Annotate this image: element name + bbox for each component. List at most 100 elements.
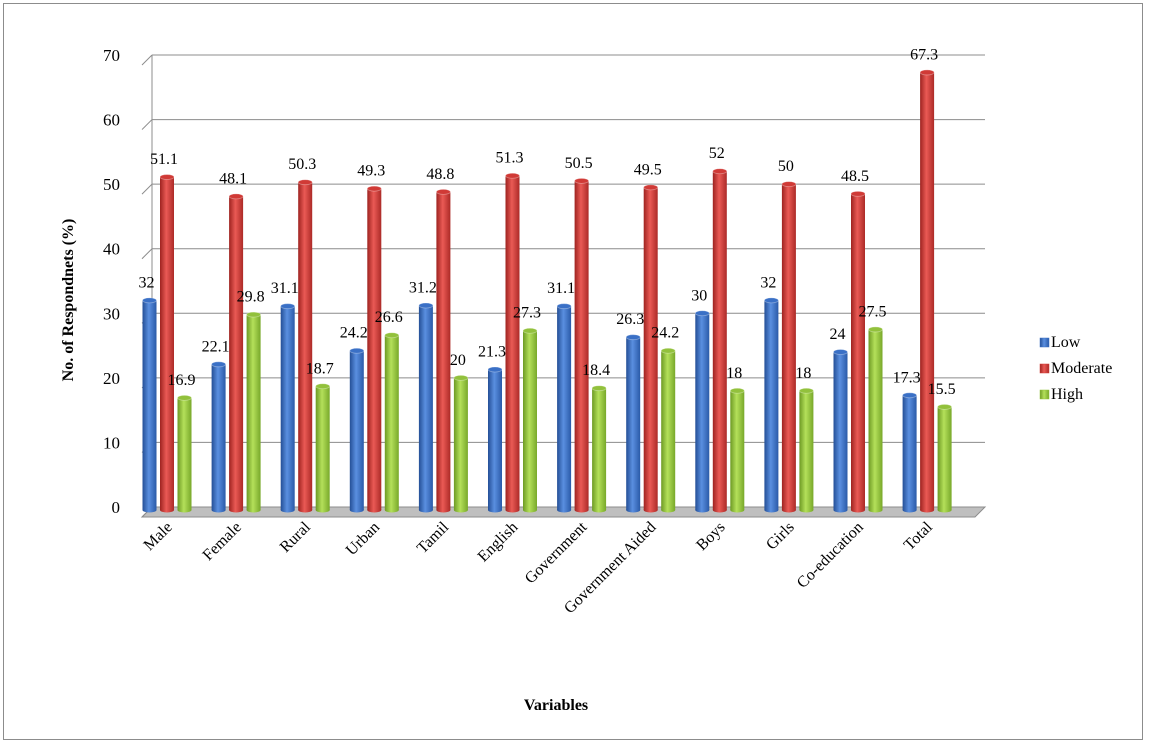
bar-body (695, 313, 710, 510)
legend-swatch-moderate (1039, 363, 1050, 374)
legend-swatch-high (1039, 389, 1050, 400)
bar-base (384, 507, 399, 513)
bar-cap (297, 179, 313, 186)
bar-body (229, 196, 244, 510)
y-tick-label: 20 (103, 369, 120, 388)
bar-cap (902, 392, 917, 399)
bar-body (592, 388, 607, 510)
bar-high-government (591, 385, 607, 513)
legend-label-moderate: Moderate (1051, 360, 1112, 377)
bar-high-male (177, 394, 192, 513)
bar-base (505, 507, 520, 513)
bar-high-english (522, 327, 538, 513)
data-label: 52 (709, 145, 725, 162)
data-label: 50.5 (565, 155, 593, 172)
bar-low-tamil (418, 302, 434, 513)
bar-body (315, 386, 330, 510)
bar-body (730, 390, 745, 510)
x-tick-label: Co-education (794, 519, 867, 592)
bar-moderate-co-education (850, 190, 866, 513)
bar-base (764, 507, 779, 513)
data-label: 30 (691, 287, 707, 304)
data-label: 27.3 (513, 305, 541, 322)
bar-base (661, 507, 676, 513)
data-label: 49.3 (357, 163, 385, 180)
data-label: 16.9 (168, 372, 196, 389)
bar-cap (453, 374, 469, 381)
bar-body (902, 395, 917, 510)
bar-high-girls (799, 387, 814, 513)
bar-low-total (902, 392, 917, 513)
bar-cap (799, 387, 814, 394)
bar-base (781, 507, 796, 513)
bar-cap (435, 188, 451, 195)
data-label: 24 (830, 326, 846, 343)
bar-low-co-education (833, 349, 848, 513)
bar-cap (764, 297, 779, 304)
bar-moderate-girls (781, 181, 797, 513)
bar-base (730, 507, 745, 513)
data-label: 48.8 (426, 166, 454, 183)
bars (142, 69, 952, 513)
bar-high-co-education (868, 326, 883, 513)
bar-base (937, 507, 952, 513)
bar-cap (868, 326, 883, 333)
bar-base (315, 507, 330, 513)
bar-low-rural (280, 303, 296, 513)
bar-body (436, 191, 451, 511)
bar-body (211, 364, 226, 510)
bar-base (436, 507, 451, 513)
x-tick-label: Girls (763, 519, 798, 554)
bar-cap (712, 168, 728, 175)
bar-body (142, 300, 157, 510)
x-tick-label: Government (522, 518, 591, 587)
bar-body (661, 350, 676, 510)
bar-cap (591, 385, 607, 392)
data-label: 32 (760, 274, 776, 291)
bar-cap (366, 185, 382, 192)
bar-body (557, 306, 572, 510)
bar-body (799, 390, 814, 510)
y-tick-label: 70 (103, 46, 120, 65)
bar-cap (280, 303, 296, 310)
bar-base (229, 507, 244, 513)
data-label: 21.3 (478, 343, 506, 360)
bar-body (505, 175, 520, 510)
bar-cap (729, 387, 745, 394)
x-tick-label: English (475, 519, 522, 566)
bar-base (246, 507, 261, 513)
data-label: 51.3 (496, 150, 524, 167)
bar-body (712, 171, 727, 510)
data-label: 29.8 (237, 289, 265, 306)
bar-base (868, 507, 883, 513)
bar-base (712, 507, 727, 513)
bar-base (592, 507, 607, 513)
legend: Low Moderate High (1039, 334, 1112, 403)
bar-body (937, 406, 952, 510)
bar-cap (694, 310, 710, 317)
bar-body (177, 397, 192, 510)
y-tick-label: 0 (112, 498, 121, 517)
bar-body (246, 314, 261, 510)
y-tick-label: 50 (103, 175, 120, 194)
data-label: 49.5 (634, 161, 662, 178)
bar-base (799, 507, 814, 513)
bar-cap (315, 383, 331, 390)
legend-label-high: High (1051, 386, 1083, 403)
bar-cap (211, 361, 227, 368)
bar-moderate-tamil (435, 188, 451, 513)
x-tick-label: Urban (343, 519, 383, 559)
bar-cap (418, 302, 434, 309)
bar-cap (574, 178, 589, 184)
data-label: 18 (726, 365, 742, 382)
x-tick-label: Rural (277, 518, 315, 556)
bar-body (453, 377, 468, 510)
bar-body (298, 182, 313, 510)
bar-base (160, 507, 174, 513)
x-tick-label: Tamil (414, 518, 453, 557)
y-tick-label: 60 (103, 111, 120, 130)
bar-body (418, 305, 433, 510)
data-label: 51.1 (150, 151, 178, 168)
bar-body (160, 177, 174, 511)
